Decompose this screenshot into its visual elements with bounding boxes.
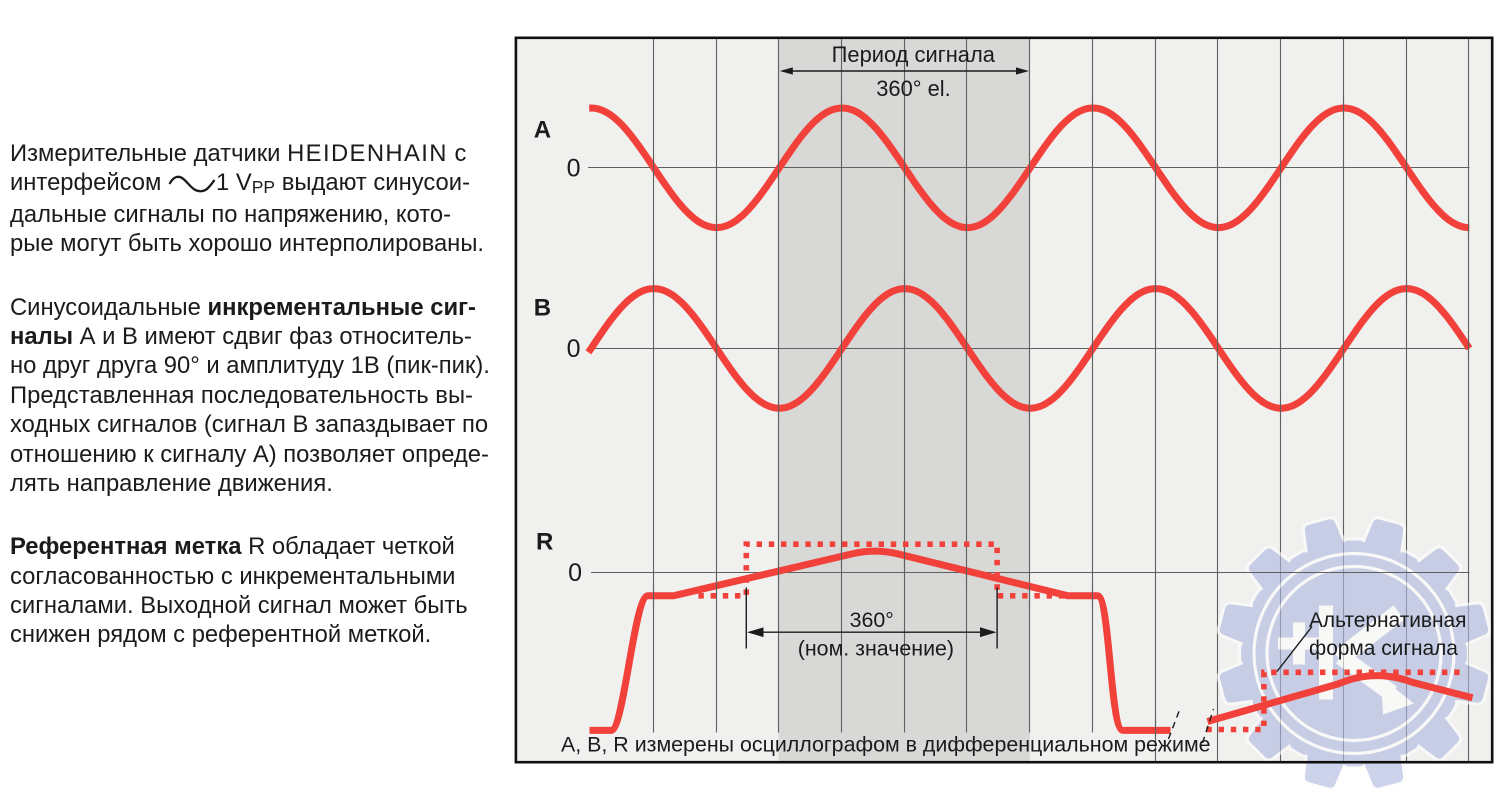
svg-text:0: 0 [567,335,581,363]
svg-text:R: R [536,529,553,556]
svg-text:Период сигнала: Период сигнала [832,42,996,67]
svg-text:форма сигнала: форма сигнала [1309,637,1458,660]
svg-text:0: 0 [567,154,581,182]
svg-text:A: A [534,117,551,144]
svg-text:0: 0 [568,559,582,587]
svg-text:360°: 360° [850,608,894,632]
svg-text:(ном. значение): (ном. значение) [798,637,954,661]
svg-text:B: B [534,295,551,322]
svg-text:Альтернативная: Альтернативная [1309,609,1466,632]
svg-text:A, B, R измерены осциллографом: A, B, R измерены осциллографом в диффере… [561,733,1211,757]
svg-text:360° el.: 360° el. [876,76,950,101]
